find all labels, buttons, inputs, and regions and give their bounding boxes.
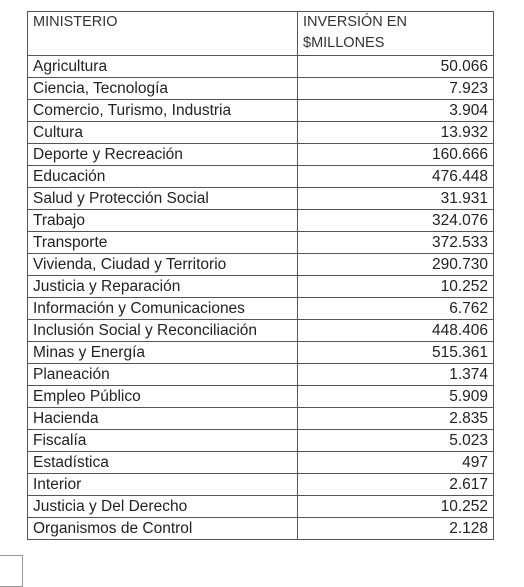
investment-cell: 372.533 [297, 231, 494, 254]
table-row: Ciencia, Tecnología 7.923 [27, 77, 494, 100]
table-row: Agricultura 50.066 [27, 55, 494, 78]
ministry-cell: Cultura [27, 121, 298, 144]
investment-cell: 5.023 [297, 429, 494, 452]
investment-cell: 515.361 [297, 341, 494, 364]
investment-cell: 2.617 [297, 473, 494, 496]
table-row: Salud y Protección Social 31.931 [27, 187, 494, 210]
table-row: Vivienda, Ciudad y Territorio 290.730 [27, 253, 494, 276]
table-row: Deporte y Recreación 160.666 [27, 143, 494, 166]
table-row: Organismos de Control 2.128 [27, 517, 494, 540]
ministry-cell: Justicia y Reparación [27, 275, 298, 298]
investment-cell: 290.730 [297, 253, 494, 276]
investment-cell: 10.252 [297, 495, 494, 518]
ministry-cell: Interior [27, 473, 298, 496]
investment-cell: 1.374 [297, 363, 494, 386]
header-text: INVERSIÓN EN $MILLONES [303, 14, 407, 51]
ministry-cell: Fiscalía [27, 429, 298, 452]
investment-cell: 497 [297, 451, 494, 474]
table-row: Justicia y Reparación 10.252 [27, 275, 494, 298]
corner-box [0, 555, 23, 587]
investment-table: MINISTERIO INVERSIÓN EN $MILLONES Agricu… [27, 11, 494, 540]
table-row: Información y Comunicaciones 6.762 [27, 297, 494, 320]
table-row: Transporte 372.533 [27, 231, 494, 254]
table-row: Educación 476.448 [27, 165, 494, 188]
investment-cell: 13.932 [297, 121, 494, 144]
ministry-cell: Educación [27, 165, 298, 188]
ministry-cell: Trabajo [27, 209, 298, 232]
ministry-cell: Transporte [27, 231, 298, 254]
investment-cell: 160.666 [297, 143, 494, 166]
investment-cell: 7.923 [297, 77, 494, 100]
ministry-cell: Hacienda [27, 407, 298, 430]
ministry-cell: Ciencia, Tecnología [27, 77, 298, 100]
ministry-cell: Planeación [27, 363, 298, 386]
table-row: Justicia y Del Derecho 10.252 [27, 495, 494, 518]
table-row: Cultura 13.932 [27, 121, 494, 144]
table-row: Interior 2.617 [27, 473, 494, 496]
header-cell: MINISTERIO [27, 11, 298, 56]
table-row: Minas y Energía 515.361 [27, 341, 494, 364]
investment-cell: 6.762 [297, 297, 494, 320]
table-row: Estadística 497 [27, 451, 494, 474]
investment-cell: 448.406 [297, 319, 494, 342]
investment-cell: 2.128 [297, 517, 494, 540]
ministry-cell: Información y Comunicaciones [27, 297, 298, 320]
table-row: Planeación 1.374 [27, 363, 494, 386]
ministry-cell: Minas y Energía [27, 341, 298, 364]
investment-cell: 3.904 [297, 99, 494, 122]
table-row: Empleo Público 5.909 [27, 385, 494, 408]
ministry-cell: Salud y Protección Social [27, 187, 298, 210]
table-row: Fiscalía 5.023 [27, 429, 494, 452]
ministry-cell: Estadística [27, 451, 298, 474]
header-row: MINISTERIO INVERSIÓN EN $MILLONES [27, 11, 494, 56]
investment-cell: 324.076 [297, 209, 494, 232]
investment-cell: 5.909 [297, 385, 494, 408]
ministry-cell: Inclusión Social y Reconciliación [27, 319, 298, 342]
ministry-cell: Organismos de Control [27, 517, 298, 540]
ministry-cell: Agricultura [27, 55, 298, 78]
investment-cell: 476.448 [297, 165, 494, 188]
investment-cell: 10.252 [297, 275, 494, 298]
investment-cell: 2.835 [297, 407, 494, 430]
table-row: Hacienda 2.835 [27, 407, 494, 430]
ministry-cell: Vivienda, Ciudad y Territorio [27, 253, 298, 276]
ministry-cell: Comercio, Turismo, Industria [27, 99, 298, 122]
investment-cell: 31.931 [297, 187, 494, 210]
table-row: Comercio, Turismo, Industria 3.904 [27, 99, 494, 122]
table-row: Inclusión Social y Reconciliación 448.406 [27, 319, 494, 342]
ministry-cell: Empleo Público [27, 385, 298, 408]
investment-cell: 50.066 [297, 55, 494, 78]
ministry-cell: Justicia y Del Derecho [27, 495, 298, 518]
ministry-cell: Deporte y Recreación [27, 143, 298, 166]
table-row: Trabajo 324.076 [27, 209, 494, 232]
header-cell: INVERSIÓN EN $MILLONES [297, 11, 494, 56]
